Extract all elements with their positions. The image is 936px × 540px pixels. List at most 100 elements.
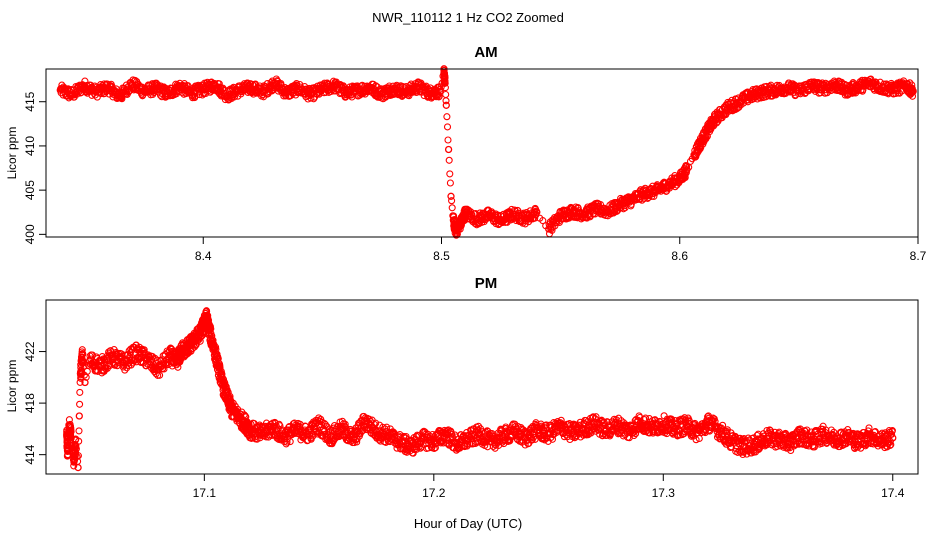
- data-point-cloud: [619, 205, 628, 213]
- data-point-cloud: [706, 427, 714, 435]
- data-point-cloud: [444, 136, 452, 144]
- data-point-cloud: [743, 450, 751, 458]
- data-point-cloud: [325, 428, 333, 436]
- data-point-cloud: [600, 418, 608, 427]
- data-point-cloud: [531, 435, 539, 443]
- y-tick-label: 410: [23, 136, 37, 156]
- data-point-cloud: [277, 79, 285, 88]
- data-point-cloud: [744, 434, 752, 442]
- data-point-cloud: [372, 419, 380, 427]
- data-point-cloud: [73, 453, 81, 461]
- data-point-cloud: [156, 371, 164, 379]
- x-tick-label: 8.6: [671, 249, 688, 263]
- data-point-cloud: [76, 400, 84, 408]
- data-point-cloud: [865, 424, 873, 432]
- am-point-layer: [56, 65, 917, 239]
- data-point-cloud: [589, 413, 597, 421]
- data-point-cloud: [682, 169, 690, 178]
- data-point-cloud: [121, 366, 129, 374]
- data-point: [81, 378, 89, 387]
- data-point-cloud: [402, 432, 410, 441]
- data-point-cloud: [240, 411, 248, 419]
- data-point-cloud: [283, 438, 291, 446]
- am-plot-frame: [45, 68, 919, 238]
- data-point-cloud: [681, 174, 689, 182]
- y-tick-label: 405: [23, 180, 37, 200]
- data-point: [441, 79, 449, 87]
- data-point-cloud: [651, 419, 659, 427]
- y-tick-label: 422: [23, 341, 37, 361]
- data-point-cloud: [886, 441, 894, 450]
- x-tick-label: 17.3: [652, 486, 676, 500]
- data-point: [909, 87, 917, 95]
- data-point-cloud: [443, 123, 452, 131]
- x-tick-label: 17.2: [422, 486, 446, 500]
- data-point-cloud: [286, 438, 294, 446]
- data-point-cloud: [321, 420, 329, 429]
- data-point-cloud: [446, 170, 454, 178]
- data-point-cloud: [888, 427, 896, 435]
- data-point-cloud: [686, 420, 694, 428]
- data-point-cloud: [76, 388, 84, 396]
- data-point-cloud: [442, 97, 450, 105]
- data-point: [889, 434, 897, 442]
- y-tick-label: 415: [23, 91, 37, 111]
- pm-panel: PM Licor ppm 17.1 17.2 17.3 17.4 414 418 422: [5, 275, 919, 500]
- data-point-cloud: [77, 370, 85, 378]
- data-point-cloud: [149, 90, 157, 99]
- data-point-cloud: [441, 84, 449, 92]
- data-point-cloud: [341, 420, 349, 428]
- data-point-cloud: [537, 432, 545, 440]
- data-point-cloud: [74, 452, 82, 460]
- data-point-cloud: [627, 200, 635, 208]
- data-point-cloud: [212, 345, 220, 353]
- data-point-cloud: [443, 113, 451, 121]
- figure-suptitle: NWR_110112 1 Hz CO2 Zoomed: [372, 10, 564, 25]
- data-point-cloud: [75, 437, 83, 445]
- x-tick-label: 17.4: [881, 486, 905, 500]
- data-point-cloud: [713, 119, 721, 127]
- x-tick-label: 8.4: [195, 249, 212, 263]
- data-point-cloud: [80, 362, 88, 370]
- data-point-cloud: [862, 441, 870, 449]
- data-point-cloud: [531, 214, 539, 222]
- data-point-cloud: [88, 351, 96, 359]
- data-point: [533, 208, 541, 216]
- data-point-cloud: [446, 179, 454, 187]
- y-tick-label: 418: [23, 393, 37, 413]
- data-point-cloud: [442, 90, 450, 99]
- data-point-cloud: [353, 438, 361, 446]
- data-point-cloud: [895, 89, 904, 97]
- x-tick-label: 17.1: [193, 486, 217, 500]
- data-point-cloud: [448, 197, 456, 205]
- data-point-cloud: [908, 92, 917, 100]
- data-point-cloud: [580, 420, 588, 428]
- data-point: [79, 350, 87, 358]
- am-panel-title: AM: [474, 44, 497, 61]
- data-point-cloud: [888, 430, 896, 438]
- data-point-cloud: [887, 441, 895, 449]
- pm-plot-frame: [45, 299, 919, 475]
- pm-panel-title: PM: [475, 275, 498, 292]
- pm-point-layer: [63, 307, 897, 472]
- data-point-cloud: [218, 370, 226, 378]
- data-point-cloud: [551, 222, 559, 230]
- x-tick-label: 8.7: [910, 249, 927, 263]
- data-point-cloud: [448, 204, 456, 212]
- data-point-cloud: [315, 414, 323, 422]
- x-axis-label: Hour of Day (UTC): [414, 516, 522, 531]
- data-point: [442, 101, 450, 109]
- data-point-cloud: [72, 445, 80, 453]
- y-tick-label: 414: [23, 444, 37, 464]
- data-point-cloud: [118, 95, 126, 103]
- data-point-cloud: [67, 424, 75, 432]
- pm-y-axis-label: Licor ppm: [5, 360, 19, 413]
- data-point-cloud: [112, 85, 120, 93]
- data-point-cloud: [557, 416, 565, 424]
- data-point-cloud: [140, 346, 148, 354]
- x-tick-label: 8.5: [433, 249, 450, 263]
- data-point: [444, 145, 453, 154]
- data-point: [74, 463, 82, 472]
